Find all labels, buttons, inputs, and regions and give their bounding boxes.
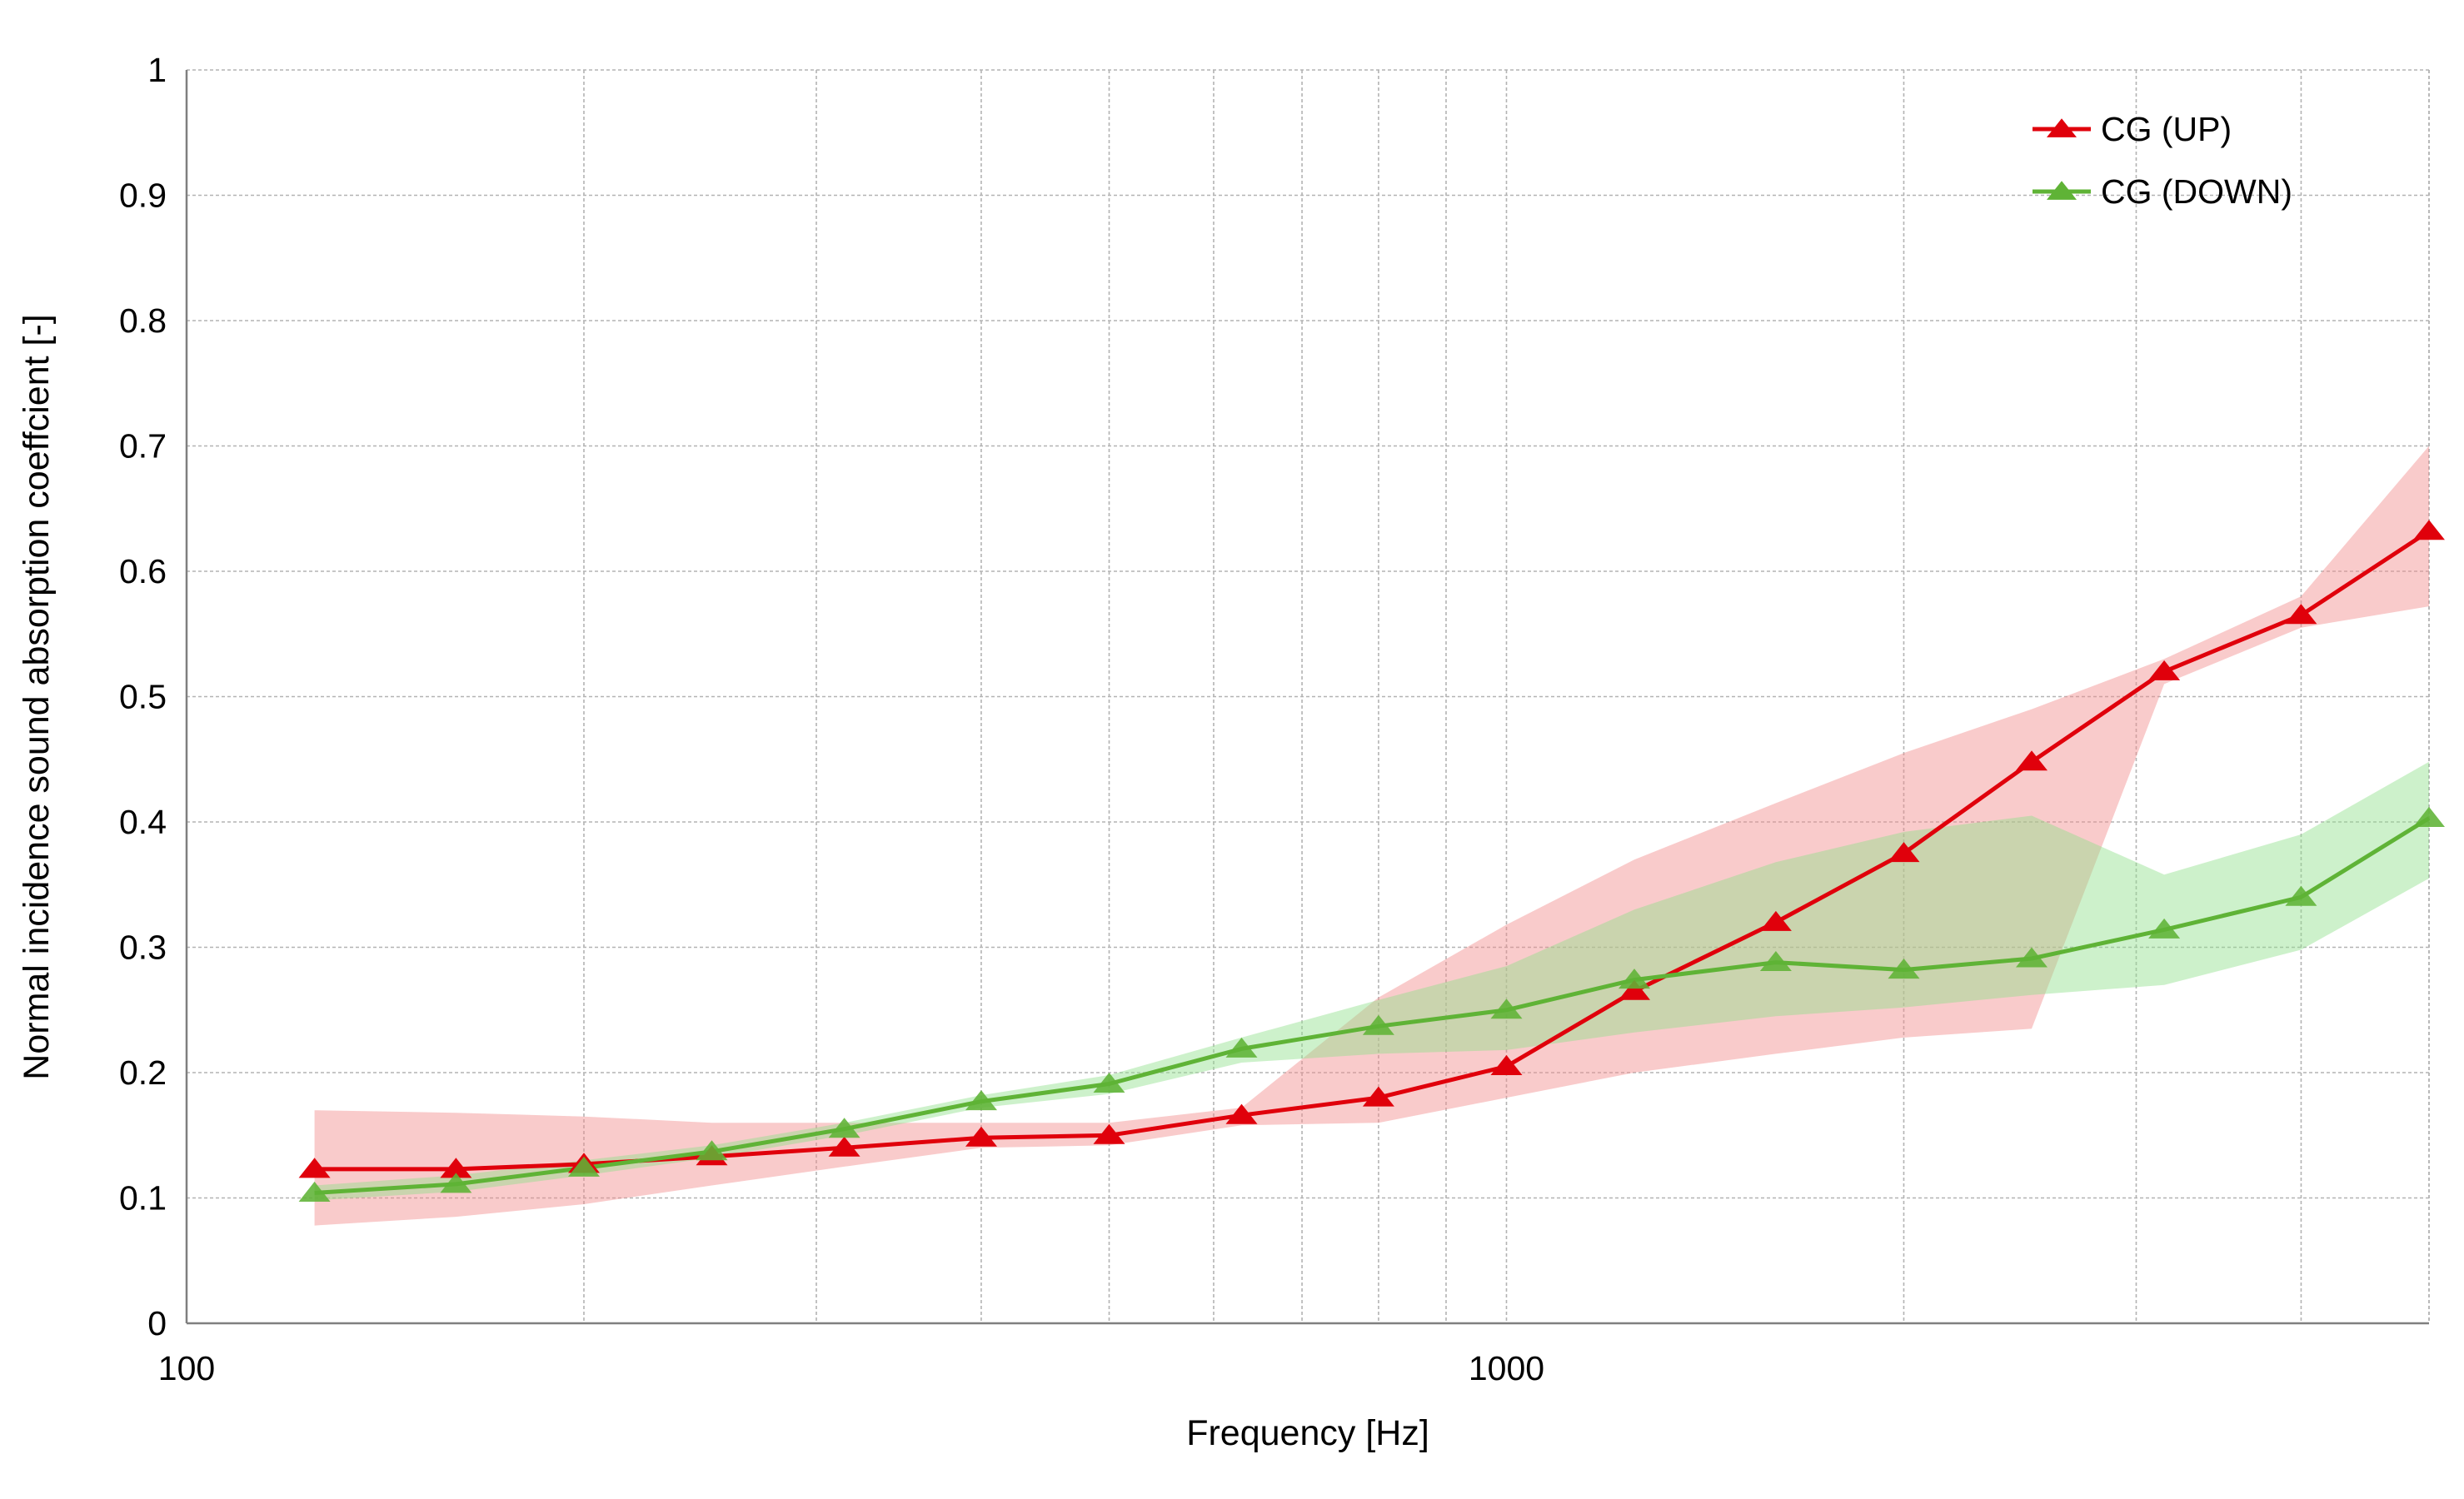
data-point-series-0 [2016, 750, 2048, 771]
y-axis-title: Normal incidence sound absorption coeffc… [17, 314, 57, 1079]
data-point-series-0 [1888, 842, 1920, 863]
data-point-series-1 [1362, 1014, 1394, 1035]
axes [185, 70, 2429, 1325]
y-tick-label: 0.6 [119, 552, 167, 590]
data-point-series-0 [2413, 520, 2445, 540]
data-point-series-1 [2148, 918, 2181, 939]
data-point-series-0 [298, 1158, 331, 1178]
data-point-series-0 [2148, 660, 2181, 680]
data-point-series-1 [298, 1181, 331, 1202]
tick-labels: 0 0.1 0.2 0.3 0.4 0.5 0.6 0.7 0.8 0.9 1 100 1000 [119, 51, 1544, 1387]
data-point-series-1 [440, 1173, 472, 1193]
x-tick-label: 100 [158, 1349, 215, 1387]
data-point-series-0 [440, 1158, 472, 1178]
y-tick-label: 1 [147, 51, 167, 89]
data-point-series-1 [1093, 1073, 1125, 1093]
data-point-series-0 [1362, 1086, 1394, 1107]
data-point-series-1 [2413, 806, 2445, 827]
y-tick-label: 0.2 [119, 1053, 167, 1092]
data-point-series-1 [568, 1156, 600, 1177]
data-point-series-1 [965, 1090, 997, 1111]
uncertainty-bands [314, 446, 2429, 1226]
y-tick-label: 0.5 [119, 678, 167, 716]
data-point-series-1 [2285, 885, 2317, 906]
legend-marker-0 [2047, 118, 2077, 137]
band-series-0 [314, 446, 2429, 1226]
y-tick-label: 0.4 [119, 803, 167, 841]
data-point-series-0 [2285, 604, 2317, 625]
data-point-series-1 [1888, 959, 1920, 979]
legend-marker-1 [2047, 181, 2077, 200]
data-point-series-0 [1490, 1054, 1523, 1075]
data-point-series-1 [1759, 951, 1792, 971]
x-axis-title: Frequency [Hz] [1186, 1413, 1429, 1453]
data-point-series-0 [1759, 910, 1792, 931]
data-point-series-0 [1093, 1123, 1125, 1144]
data-point-series-1 [1225, 1037, 1258, 1058]
x-tick-label: 1000 [1469, 1349, 1544, 1387]
y-tick-label: 0.8 [119, 301, 167, 340]
y-tick-label: 0.9 [119, 177, 167, 215]
legend: CG (UP) CG (DOWN) [2033, 110, 2292, 211]
series-markers [298, 520, 2445, 1202]
y-tick-label: 0.1 [119, 1179, 167, 1218]
data-point-series-1 [1490, 999, 1523, 1019]
data-point-series-0 [965, 1126, 997, 1147]
y-tick-label: 0.3 [119, 929, 167, 967]
data-point-series-1 [2016, 947, 2048, 968]
band-series-1 [314, 761, 2429, 1201]
y-tick-label: 0 [147, 1304, 167, 1342]
data-point-series-0 [1225, 1103, 1258, 1124]
data-point-series-1 [828, 1118, 860, 1138]
data-point-series-0 [1619, 979, 1650, 1000]
y-tick-label: 0.7 [119, 427, 167, 466]
legend-label-1: CG (DOWN) [2101, 172, 2292, 211]
data-point-series-0 [828, 1136, 860, 1157]
legend-label-0: CG (UP) [2101, 110, 2232, 148]
data-point-series-1 [696, 1140, 728, 1161]
data-point-series-1 [1619, 969, 1650, 989]
